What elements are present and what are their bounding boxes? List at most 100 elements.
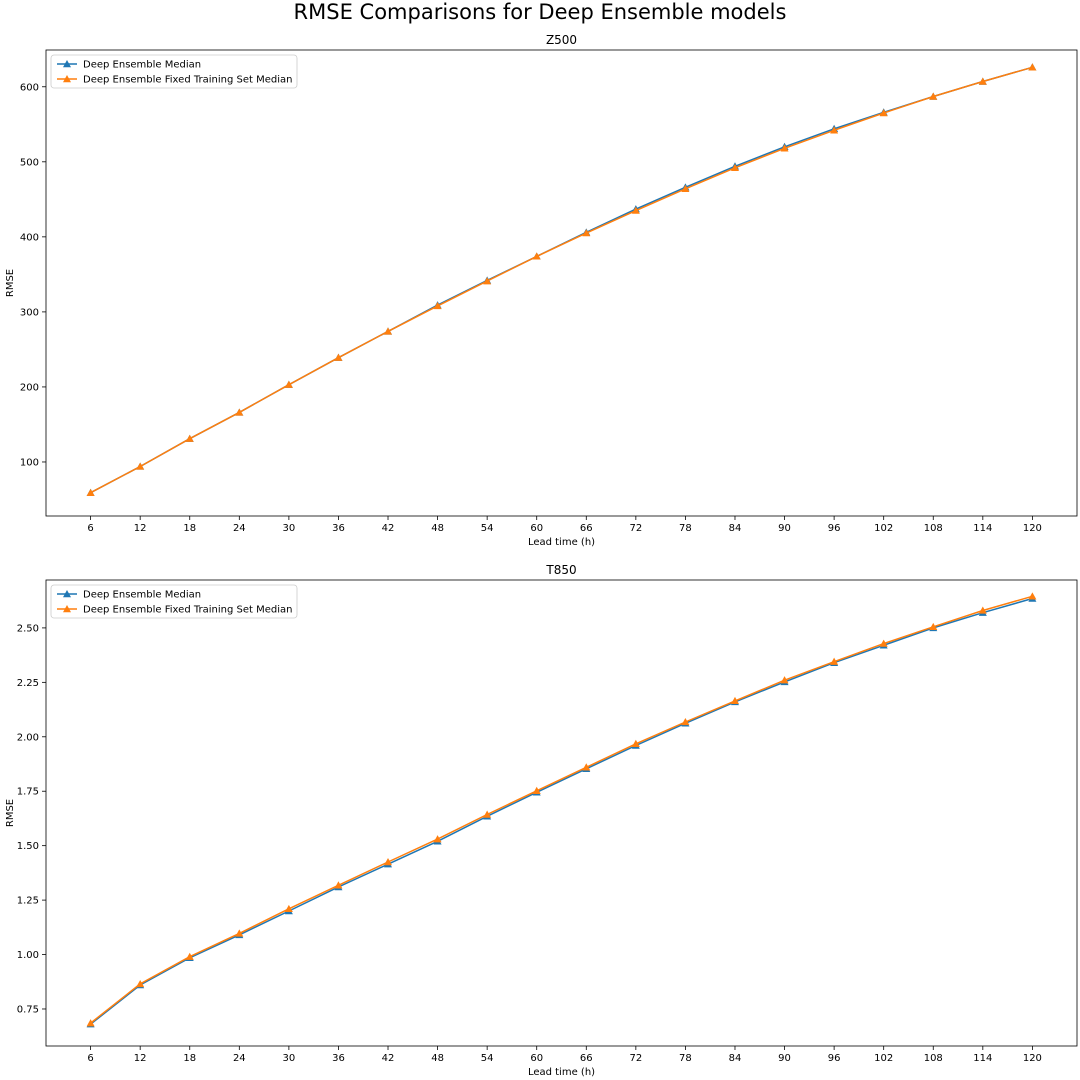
x-tick-label: 42 bbox=[382, 1053, 395, 1064]
legend-box bbox=[50, 584, 298, 619]
y-tick-label: 1.75 bbox=[17, 787, 39, 798]
x-tick-label: 84 bbox=[729, 1053, 742, 1064]
y-tick-label: 100 bbox=[20, 457, 39, 468]
series-1 bbox=[86, 63, 1037, 496]
legend-label: Deep Ensemble Fixed Training Set Median bbox=[83, 605, 292, 616]
data-point bbox=[433, 301, 442, 310]
data-point bbox=[631, 206, 640, 214]
series-line bbox=[90, 595, 1033, 1024]
data-point bbox=[334, 353, 343, 361]
legend: Deep Ensemble Median Deep Ensemble Fixed … bbox=[50, 54, 298, 89]
data-point bbox=[532, 786, 541, 794]
x-tick-label: 96 bbox=[828, 523, 841, 534]
y-tick-label: 0.75 bbox=[17, 1004, 39, 1015]
series-line bbox=[90, 66, 1033, 494]
data-point bbox=[780, 144, 789, 152]
data-point bbox=[730, 163, 739, 172]
data-point bbox=[185, 952, 194, 960]
x-tick-label: 90 bbox=[778, 1053, 791, 1064]
data-point bbox=[929, 92, 938, 100]
x-tick-label: 108 bbox=[924, 1053, 943, 1064]
x-tick-label: 66 bbox=[580, 1053, 593, 1064]
chart-panel-z500: Z500 6 12 18 24 30 36 42 48 54 60 66 72 78 84 90 96 102 10… bbox=[5, 33, 1078, 548]
x-tick-label: 72 bbox=[629, 523, 642, 534]
y-axis-label: RMSE bbox=[5, 269, 16, 297]
data-point bbox=[86, 1019, 95, 1027]
y-tick-label: 500 bbox=[20, 157, 39, 168]
x-tick-label: 96 bbox=[828, 1053, 841, 1064]
legend-marker bbox=[63, 590, 71, 598]
x-tick-label: 114 bbox=[973, 523, 992, 534]
data-point bbox=[929, 622, 938, 631]
y-axis-label: RMSE bbox=[5, 799, 16, 827]
legend-label: Deep Ensemble Median bbox=[83, 60, 201, 71]
data-point bbox=[681, 717, 690, 726]
x-axis-label: Lead time (h) bbox=[528, 537, 595, 548]
data-point bbox=[830, 657, 839, 665]
y-tick-label: 200 bbox=[20, 382, 39, 393]
x-tick-label: 60 bbox=[530, 523, 543, 534]
y-tick-label: 1.25 bbox=[17, 896, 39, 907]
x-tick-label: 30 bbox=[283, 1053, 296, 1064]
series-line bbox=[90, 66, 1033, 494]
x-tick-label: 120 bbox=[1023, 523, 1042, 534]
x-tick-label: 102 bbox=[874, 1053, 893, 1064]
data-point bbox=[879, 109, 888, 117]
x-tick-label: 12 bbox=[134, 1053, 147, 1064]
data-point bbox=[681, 184, 690, 193]
data-point bbox=[730, 696, 739, 705]
data-point bbox=[86, 488, 95, 496]
x-tick-label: 72 bbox=[629, 1053, 642, 1064]
data-point bbox=[136, 462, 145, 470]
data-point bbox=[1028, 63, 1037, 71]
x-tick-label: 42 bbox=[382, 523, 395, 534]
y-tick-label: 2.25 bbox=[17, 678, 39, 689]
x-tick-label: 36 bbox=[332, 1053, 345, 1064]
series-2 bbox=[86, 63, 1037, 496]
x-tick-label: 78 bbox=[679, 523, 692, 534]
legend-marker bbox=[63, 60, 71, 68]
data-point bbox=[830, 126, 839, 134]
legend-box bbox=[50, 54, 298, 89]
x-tick-label: 102 bbox=[874, 523, 893, 534]
y-tick-label: 600 bbox=[20, 82, 39, 93]
x-tick-label: 24 bbox=[233, 523, 246, 534]
y-tick-label: 300 bbox=[20, 307, 39, 318]
series-1 bbox=[86, 594, 1037, 1028]
data-point bbox=[235, 408, 244, 416]
x-tick-label: 18 bbox=[183, 523, 196, 534]
data-point bbox=[978, 606, 987, 614]
x-tick-label: 120 bbox=[1023, 1053, 1042, 1064]
x-tick-label: 48 bbox=[431, 1053, 444, 1064]
axes-frame bbox=[45, 49, 1078, 517]
series-line bbox=[90, 597, 1033, 1025]
x-tick-label: 78 bbox=[679, 1053, 692, 1064]
data-point bbox=[136, 979, 145, 988]
x-tick-label: 54 bbox=[481, 1053, 494, 1064]
data-point bbox=[879, 639, 888, 647]
panel-title: Z500 bbox=[546, 33, 577, 47]
x-tick-label: 90 bbox=[778, 523, 791, 534]
data-point bbox=[284, 380, 293, 388]
data-point bbox=[532, 252, 541, 260]
series-2 bbox=[86, 592, 1037, 1027]
legend: Deep Ensemble Median Deep Ensemble Fixed … bbox=[50, 584, 298, 619]
axes-frame bbox=[45, 579, 1078, 1047]
data-point bbox=[284, 904, 293, 913]
data-point bbox=[978, 77, 987, 85]
legend-marker bbox=[63, 75, 71, 83]
data-point bbox=[235, 929, 244, 937]
y-tick-label: 1.00 bbox=[17, 950, 39, 961]
legend-marker bbox=[63, 605, 71, 613]
y-tick-label: 1.50 bbox=[17, 841, 39, 852]
legend-label: Deep Ensemble Median bbox=[83, 590, 201, 601]
legend-label: Deep Ensemble Fixed Training Set Median bbox=[83, 75, 292, 86]
y-tick-label: 2.50 bbox=[17, 623, 39, 634]
x-tick-label: 84 bbox=[729, 523, 742, 534]
y-tick-label: 400 bbox=[20, 232, 39, 243]
data-point bbox=[631, 739, 640, 747]
x-tick-label: 108 bbox=[924, 523, 943, 534]
x-tick-label: 60 bbox=[530, 1053, 543, 1064]
data-point bbox=[1028, 592, 1037, 600]
data-point bbox=[582, 763, 591, 771]
